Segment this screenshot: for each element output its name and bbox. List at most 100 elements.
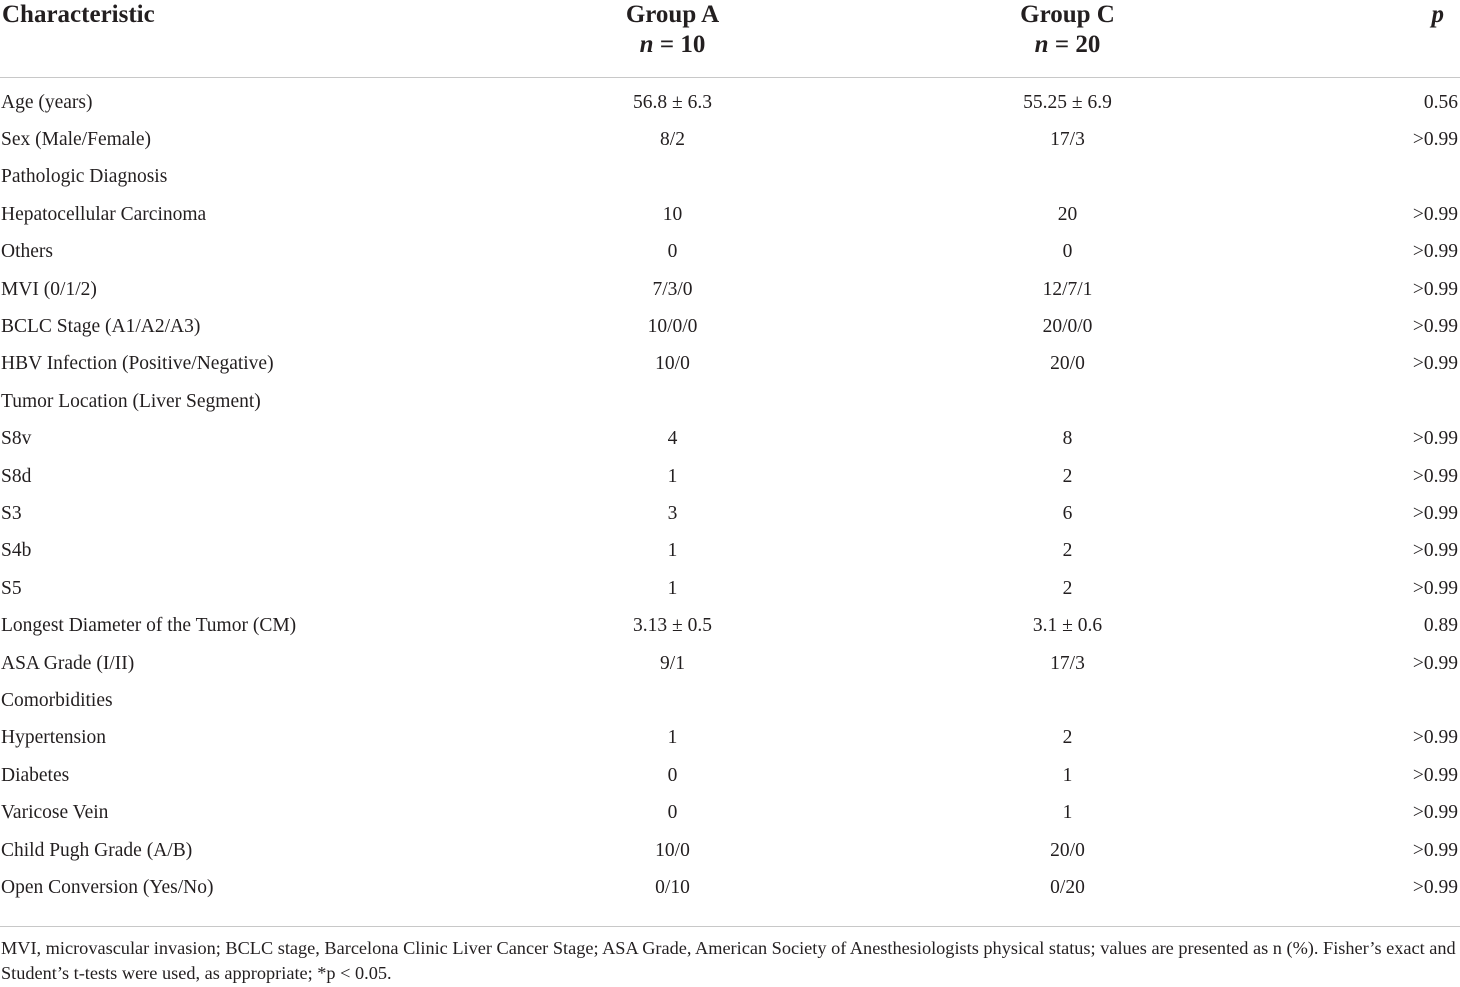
row-group-c-value: 12/7/1 bbox=[1042, 278, 1093, 300]
row-p-value: >0.99 bbox=[1412, 727, 1458, 749]
row-characteristic: Open Conversion (Yes/No) bbox=[1, 876, 214, 898]
table-row: ASA Grade (I/II) 9/1 17/3 >0.99 bbox=[0, 645, 1460, 682]
header-row: Characteristic Group A n = 10 Group C n … bbox=[0, 0, 1460, 78]
row-characteristic: Longest Diameter of the Tumor (CM) bbox=[1, 615, 297, 637]
group-a-n-value: = 10 bbox=[659, 31, 706, 58]
row-characteristic: Hepatocellular Carcinoma bbox=[1, 203, 207, 225]
row-group-a-value: 1 bbox=[667, 465, 678, 487]
table-row: Open Conversion (Yes/No) 0/10 0/20 >0.99 bbox=[0, 869, 1460, 906]
row-p-value: >0.99 bbox=[1412, 428, 1458, 450]
table-row: S3 3 6 >0.99 bbox=[0, 495, 1460, 532]
row-group-c-value: 17/3 bbox=[1050, 652, 1085, 674]
row-p-value: >0.99 bbox=[1412, 540, 1458, 562]
row-p-value: >0.99 bbox=[1412, 316, 1458, 338]
row-p-value: >0.99 bbox=[1412, 353, 1458, 375]
row-group-a-value: 1 bbox=[667, 577, 678, 599]
row-p-value: >0.99 bbox=[1412, 502, 1458, 524]
row-group-c-value: 2 bbox=[1062, 727, 1073, 749]
table-row: Pathologic Diagnosis bbox=[0, 159, 1460, 196]
table-row: Hepatocellular Carcinoma 10 20 >0.99 bbox=[0, 196, 1460, 233]
table-bottom-rule bbox=[0, 926, 1460, 927]
row-group-a-value: 0 bbox=[667, 802, 678, 824]
table-row: Varicose Vein 0 1 >0.99 bbox=[0, 794, 1460, 831]
row-group-c-value: 2 bbox=[1062, 465, 1073, 487]
table-row: Longest Diameter of the Tumor (CM) 3.13 ±… bbox=[0, 607, 1460, 644]
row-group-a-value: 10 bbox=[662, 203, 683, 225]
row-p-value bbox=[1265, 682, 1460, 719]
row-group-a-value: 8/2 bbox=[660, 129, 685, 151]
row-group-a-value: 0/10 bbox=[655, 876, 690, 898]
row-group-c-value: 8 bbox=[1062, 428, 1073, 450]
table-row: Sex (Male/Female) 8/2 17/3 >0.99 bbox=[0, 121, 1460, 158]
row-group-c-value: 3.1 ± 0.6 bbox=[1032, 615, 1103, 637]
row-p-value: >0.99 bbox=[1412, 839, 1458, 861]
row-characteristic: BCLC Stage (A1/A2/A3) bbox=[1, 316, 201, 338]
row-group-a-value: 7/3/0 bbox=[652, 278, 693, 300]
group-a-name: Group A bbox=[625, 1, 720, 28]
row-p-value: >0.99 bbox=[1412, 802, 1458, 824]
row-characteristic: Diabetes bbox=[1, 764, 70, 786]
row-group-c-value: 20 bbox=[1057, 203, 1078, 225]
row-p-value: >0.99 bbox=[1412, 652, 1458, 674]
table-footnote: MVI, microvascular invasion; BCLC stage,… bbox=[1, 938, 1456, 983]
row-group-c-value: 6 bbox=[1062, 502, 1073, 524]
row-p-value bbox=[1265, 159, 1460, 196]
table-row: Age (years) 56.8 ± 6.3 55.25 ± 6.9 0.56 bbox=[0, 78, 1460, 122]
row-group-c-value: 0/20 bbox=[1050, 876, 1085, 898]
row-group-a-value: 10/0/0 bbox=[647, 316, 698, 338]
row-group-a-value: 3.13 ± 0.5 bbox=[633, 615, 712, 637]
row-characteristic: S4b bbox=[1, 540, 32, 562]
row-group-a-value: 1 bbox=[667, 727, 678, 749]
row-characteristic: S8d bbox=[1, 465, 32, 487]
header-group-a: Group A n = 10 bbox=[475, 0, 870, 78]
group-c-n-label: n bbox=[1034, 31, 1049, 58]
table-row: Tumor Location (Liver Segment) bbox=[0, 383, 1460, 420]
row-group-a-value bbox=[475, 383, 870, 420]
row-characteristic: MVI (0/1/2) bbox=[1, 278, 97, 300]
table-row: S8d 1 2 >0.99 bbox=[0, 458, 1460, 495]
row-characteristic: Sex (Male/Female) bbox=[1, 129, 151, 151]
row-group-c-value: 2 bbox=[1062, 577, 1073, 599]
group-c-n: n = 20 bbox=[870, 30, 1265, 60]
row-group-c-value: 20/0 bbox=[1050, 353, 1085, 375]
row-group-a-value: 4 bbox=[667, 428, 678, 450]
header-characteristic: Characteristic bbox=[0, 0, 475, 78]
table-row: Others 0 0 >0.99 bbox=[0, 234, 1460, 271]
row-p-value: 0.89 bbox=[1423, 615, 1458, 637]
row-group-a-value: 10/0 bbox=[655, 353, 690, 375]
row-characteristic: Pathologic Diagnosis bbox=[1, 166, 168, 188]
group-c-n-value: = 20 bbox=[1054, 31, 1101, 58]
characteristics-table-container: Characteristic Group A n = 10 Group C n … bbox=[0, 0, 1460, 906]
row-group-c-value: 17/3 bbox=[1050, 129, 1085, 151]
row-p-value: >0.99 bbox=[1412, 577, 1458, 599]
group-c-name: Group C bbox=[1020, 1, 1115, 28]
row-p-value: >0.99 bbox=[1412, 241, 1458, 263]
table-row: Diabetes 0 1 >0.99 bbox=[0, 757, 1460, 794]
row-characteristic: S8v bbox=[1, 428, 32, 450]
table-row: BCLC Stage (A1/A2/A3) 10/0/0 20/0/0 >0.99 bbox=[0, 308, 1460, 345]
group-a-n: n = 10 bbox=[475, 30, 870, 60]
table-row: Comorbidities bbox=[0, 682, 1460, 719]
row-p-value: >0.99 bbox=[1412, 764, 1458, 786]
table-row: MVI (0/1/2) 7/3/0 12/7/1 >0.99 bbox=[0, 271, 1460, 308]
table-row: Hypertension 1 2 >0.99 bbox=[0, 720, 1460, 757]
group-a-n-label: n bbox=[639, 31, 654, 58]
row-group-a-value: 0 bbox=[667, 241, 678, 263]
row-characteristic: S5 bbox=[1, 577, 22, 599]
row-group-c-value: 2 bbox=[1062, 540, 1073, 562]
row-group-a-value bbox=[475, 159, 870, 196]
row-group-a-value: 3 bbox=[667, 502, 678, 524]
row-characteristic: Age (years) bbox=[1, 91, 93, 113]
row-characteristic: Comorbidities bbox=[1, 689, 113, 711]
row-group-a-value bbox=[475, 682, 870, 719]
row-characteristic: Hypertension bbox=[1, 727, 107, 749]
table-row: S4b 1 2 >0.99 bbox=[0, 533, 1460, 570]
row-group-a-value: 1 bbox=[667, 540, 678, 562]
row-group-c-value bbox=[870, 383, 1265, 420]
row-group-c-value bbox=[870, 159, 1265, 196]
row-group-a-value: 0 bbox=[667, 764, 678, 786]
row-group-a-value: 10/0 bbox=[655, 839, 690, 861]
row-characteristic: ASA Grade (I/II) bbox=[1, 652, 135, 674]
table-row: Child Pugh Grade (A/B) 10/0 20/0 >0.99 bbox=[0, 832, 1460, 869]
row-p-value: >0.99 bbox=[1412, 203, 1458, 225]
